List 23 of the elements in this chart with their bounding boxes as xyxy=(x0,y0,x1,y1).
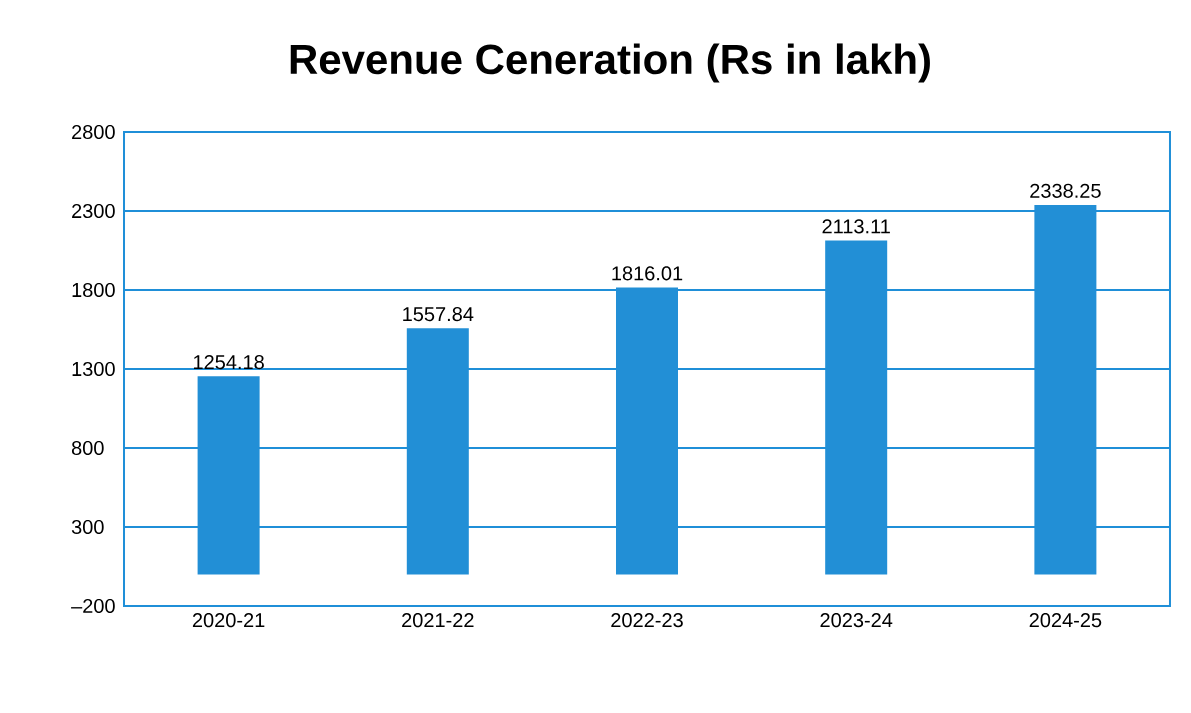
y-tick-label: –200 xyxy=(71,598,115,614)
data-label: 2113.11 xyxy=(822,219,890,234)
data-label: 1254.18 xyxy=(194,355,264,370)
bar xyxy=(1034,204,1097,575)
y-tick-label: 2300 xyxy=(72,203,115,219)
data-label: 2338.25 xyxy=(1030,183,1101,198)
x-tick-label: 2020-21 xyxy=(192,613,265,628)
y-tick-label: 300 xyxy=(71,519,104,535)
bar xyxy=(406,328,469,575)
x-tick-label: 2023-24 xyxy=(820,613,893,628)
chart-title: Revenue Ceneration (Rs in lakh) xyxy=(290,43,930,83)
bar xyxy=(616,287,678,575)
y-tick-label: 1800 xyxy=(72,282,115,298)
bar xyxy=(197,376,260,575)
bar xyxy=(825,240,888,575)
y-tick-label: 2800 xyxy=(72,124,115,140)
data-label: 1816.01 xyxy=(612,266,683,281)
y-tick-label: 1300 xyxy=(72,361,115,377)
x-tick-label: 2022-23 xyxy=(611,613,683,628)
x-tick-label: 2021-22 xyxy=(402,613,474,628)
y-tick-label: 800 xyxy=(71,440,104,456)
x-tick-label: 2024-25 xyxy=(1029,613,1102,628)
data-label: 1557.84 xyxy=(403,307,474,322)
